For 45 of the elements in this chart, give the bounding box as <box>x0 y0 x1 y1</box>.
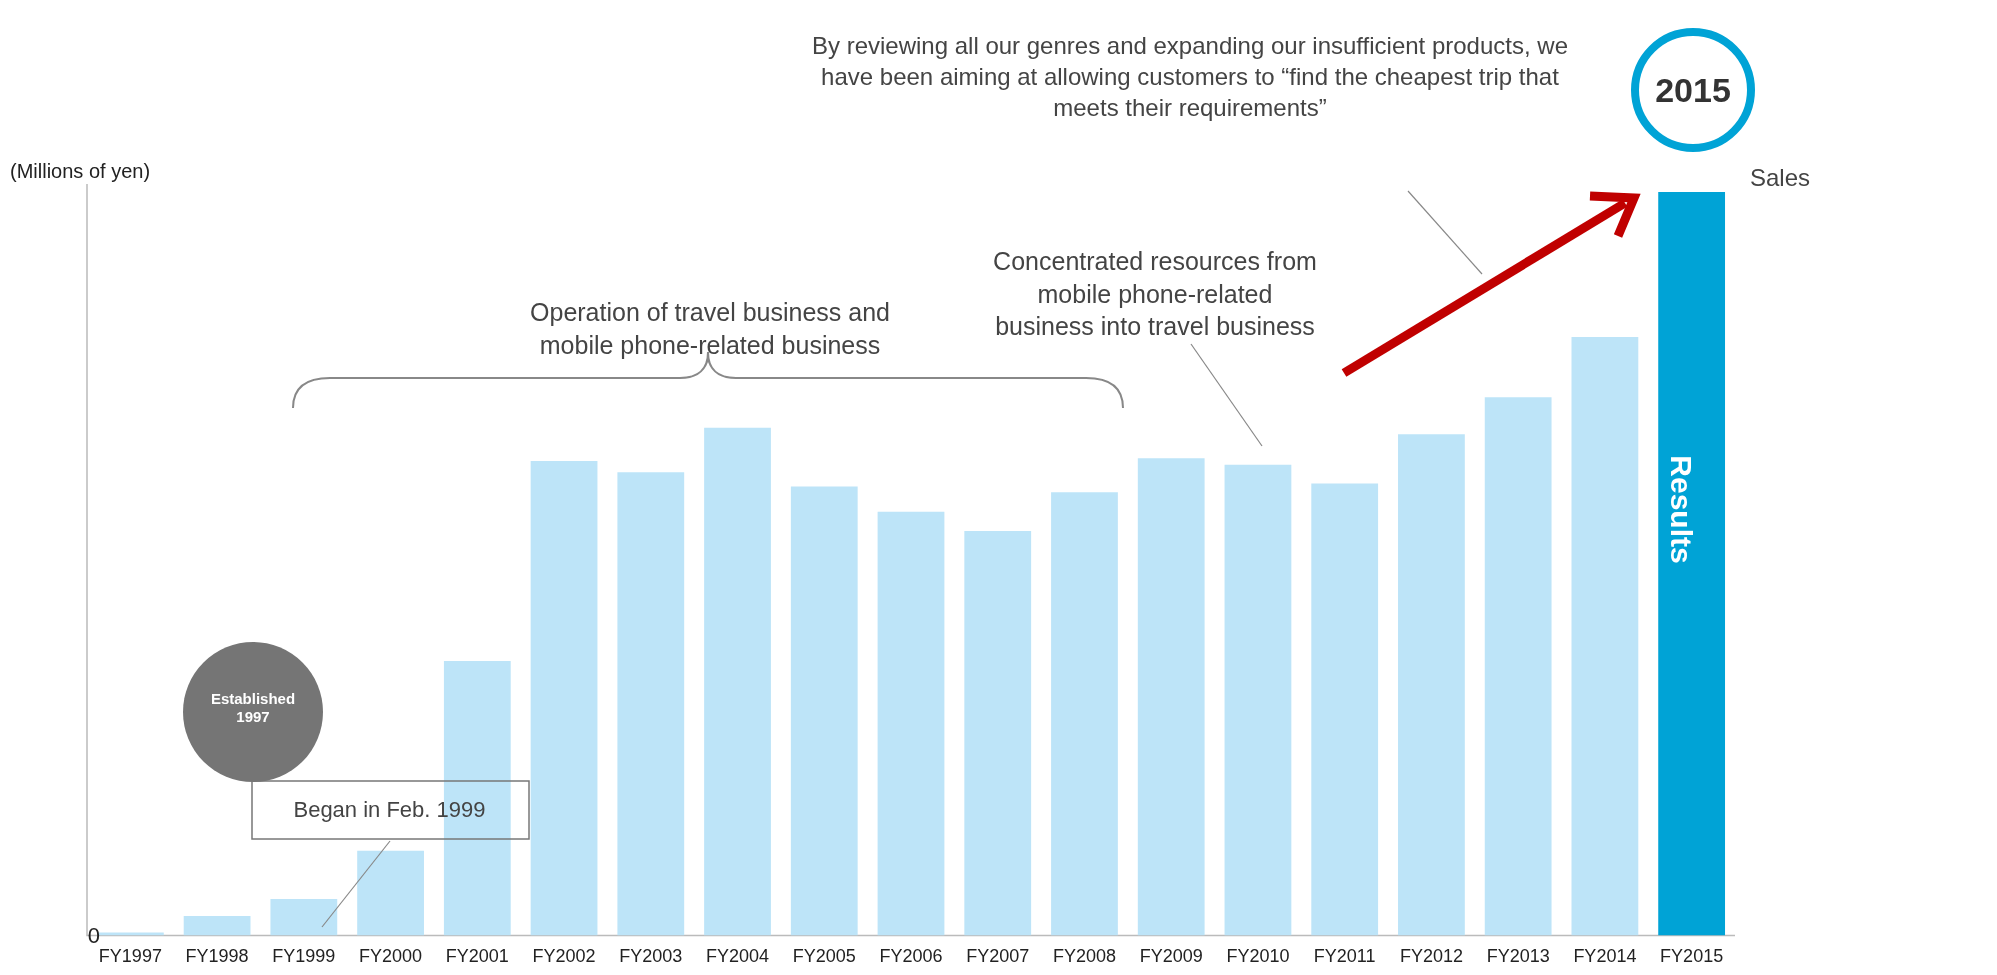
text: By reviewing all our genres and expanding our insufficient products, we have been aiming at allowing customers to “find the cheapest trip that meets their requirements” <box>811 31 1569 124</box>
bar <box>183 916 251 936</box>
annotation: 0 <box>86 922 100 950</box>
bar <box>1051 492 1118 936</box>
bar <box>790 486 858 936</box>
x-tick-label: FY2012 <box>1399 946 1463 967</box>
bar <box>357 850 424 936</box>
x-tick-label: FY2010 <box>1226 946 1290 967</box>
x-tick-label: FY2007 <box>966 946 1030 967</box>
x-tick-label: FY2014 <box>1573 946 1637 967</box>
x-tick-label: FY2001 <box>445 946 509 967</box>
bar <box>1658 192 1726 936</box>
x-tick-label: FY1998 <box>185 946 249 967</box>
x-tick-label: FY2005 <box>792 946 856 967</box>
text: Sales <box>1748 163 1811 193</box>
annotation: Concentrated resources from mobile phone-related business into travel business <box>992 246 1318 342</box>
bar <box>1484 397 1552 936</box>
bar <box>704 427 771 936</box>
bar <box>1137 458 1205 936</box>
bar <box>270 898 338 936</box>
bar <box>530 461 598 936</box>
x-tick-label: FY2006 <box>879 946 943 967</box>
x-tick-label: FY2004 <box>706 946 770 967</box>
bar <box>1571 336 1639 936</box>
x-tick-label: FY2015 <box>1660 946 1724 967</box>
text: 2015 <box>1654 70 1732 111</box>
annotation: Established 1997 <box>209 690 297 726</box>
y-axis-title: (Millions of yen) <box>10 159 151 184</box>
x-tick-label: FY2002 <box>532 946 596 967</box>
x-tick-label: FY1999 <box>272 946 336 967</box>
x-tick-label: FY2013 <box>1486 946 1550 967</box>
x-tick-label: FY2008 <box>1052 946 1116 967</box>
bar <box>1398 434 1465 936</box>
bar <box>1224 464 1292 936</box>
bar <box>964 530 1032 936</box>
annotation: Operation of travel business and mobile phone-related business <box>529 297 891 361</box>
x-tick-label: FY2000 <box>359 946 423 967</box>
bar <box>877 511 945 936</box>
x-tick-label: FY2011 <box>1313 946 1376 967</box>
x-tick-label: FY1997 <box>98 946 162 967</box>
bar <box>1311 483 1379 936</box>
bar <box>617 472 685 936</box>
x-tick-label: FY2003 <box>619 946 683 967</box>
annotation: Results <box>1663 454 1699 566</box>
x-tick-label: FY2009 <box>1139 946 1203 967</box>
